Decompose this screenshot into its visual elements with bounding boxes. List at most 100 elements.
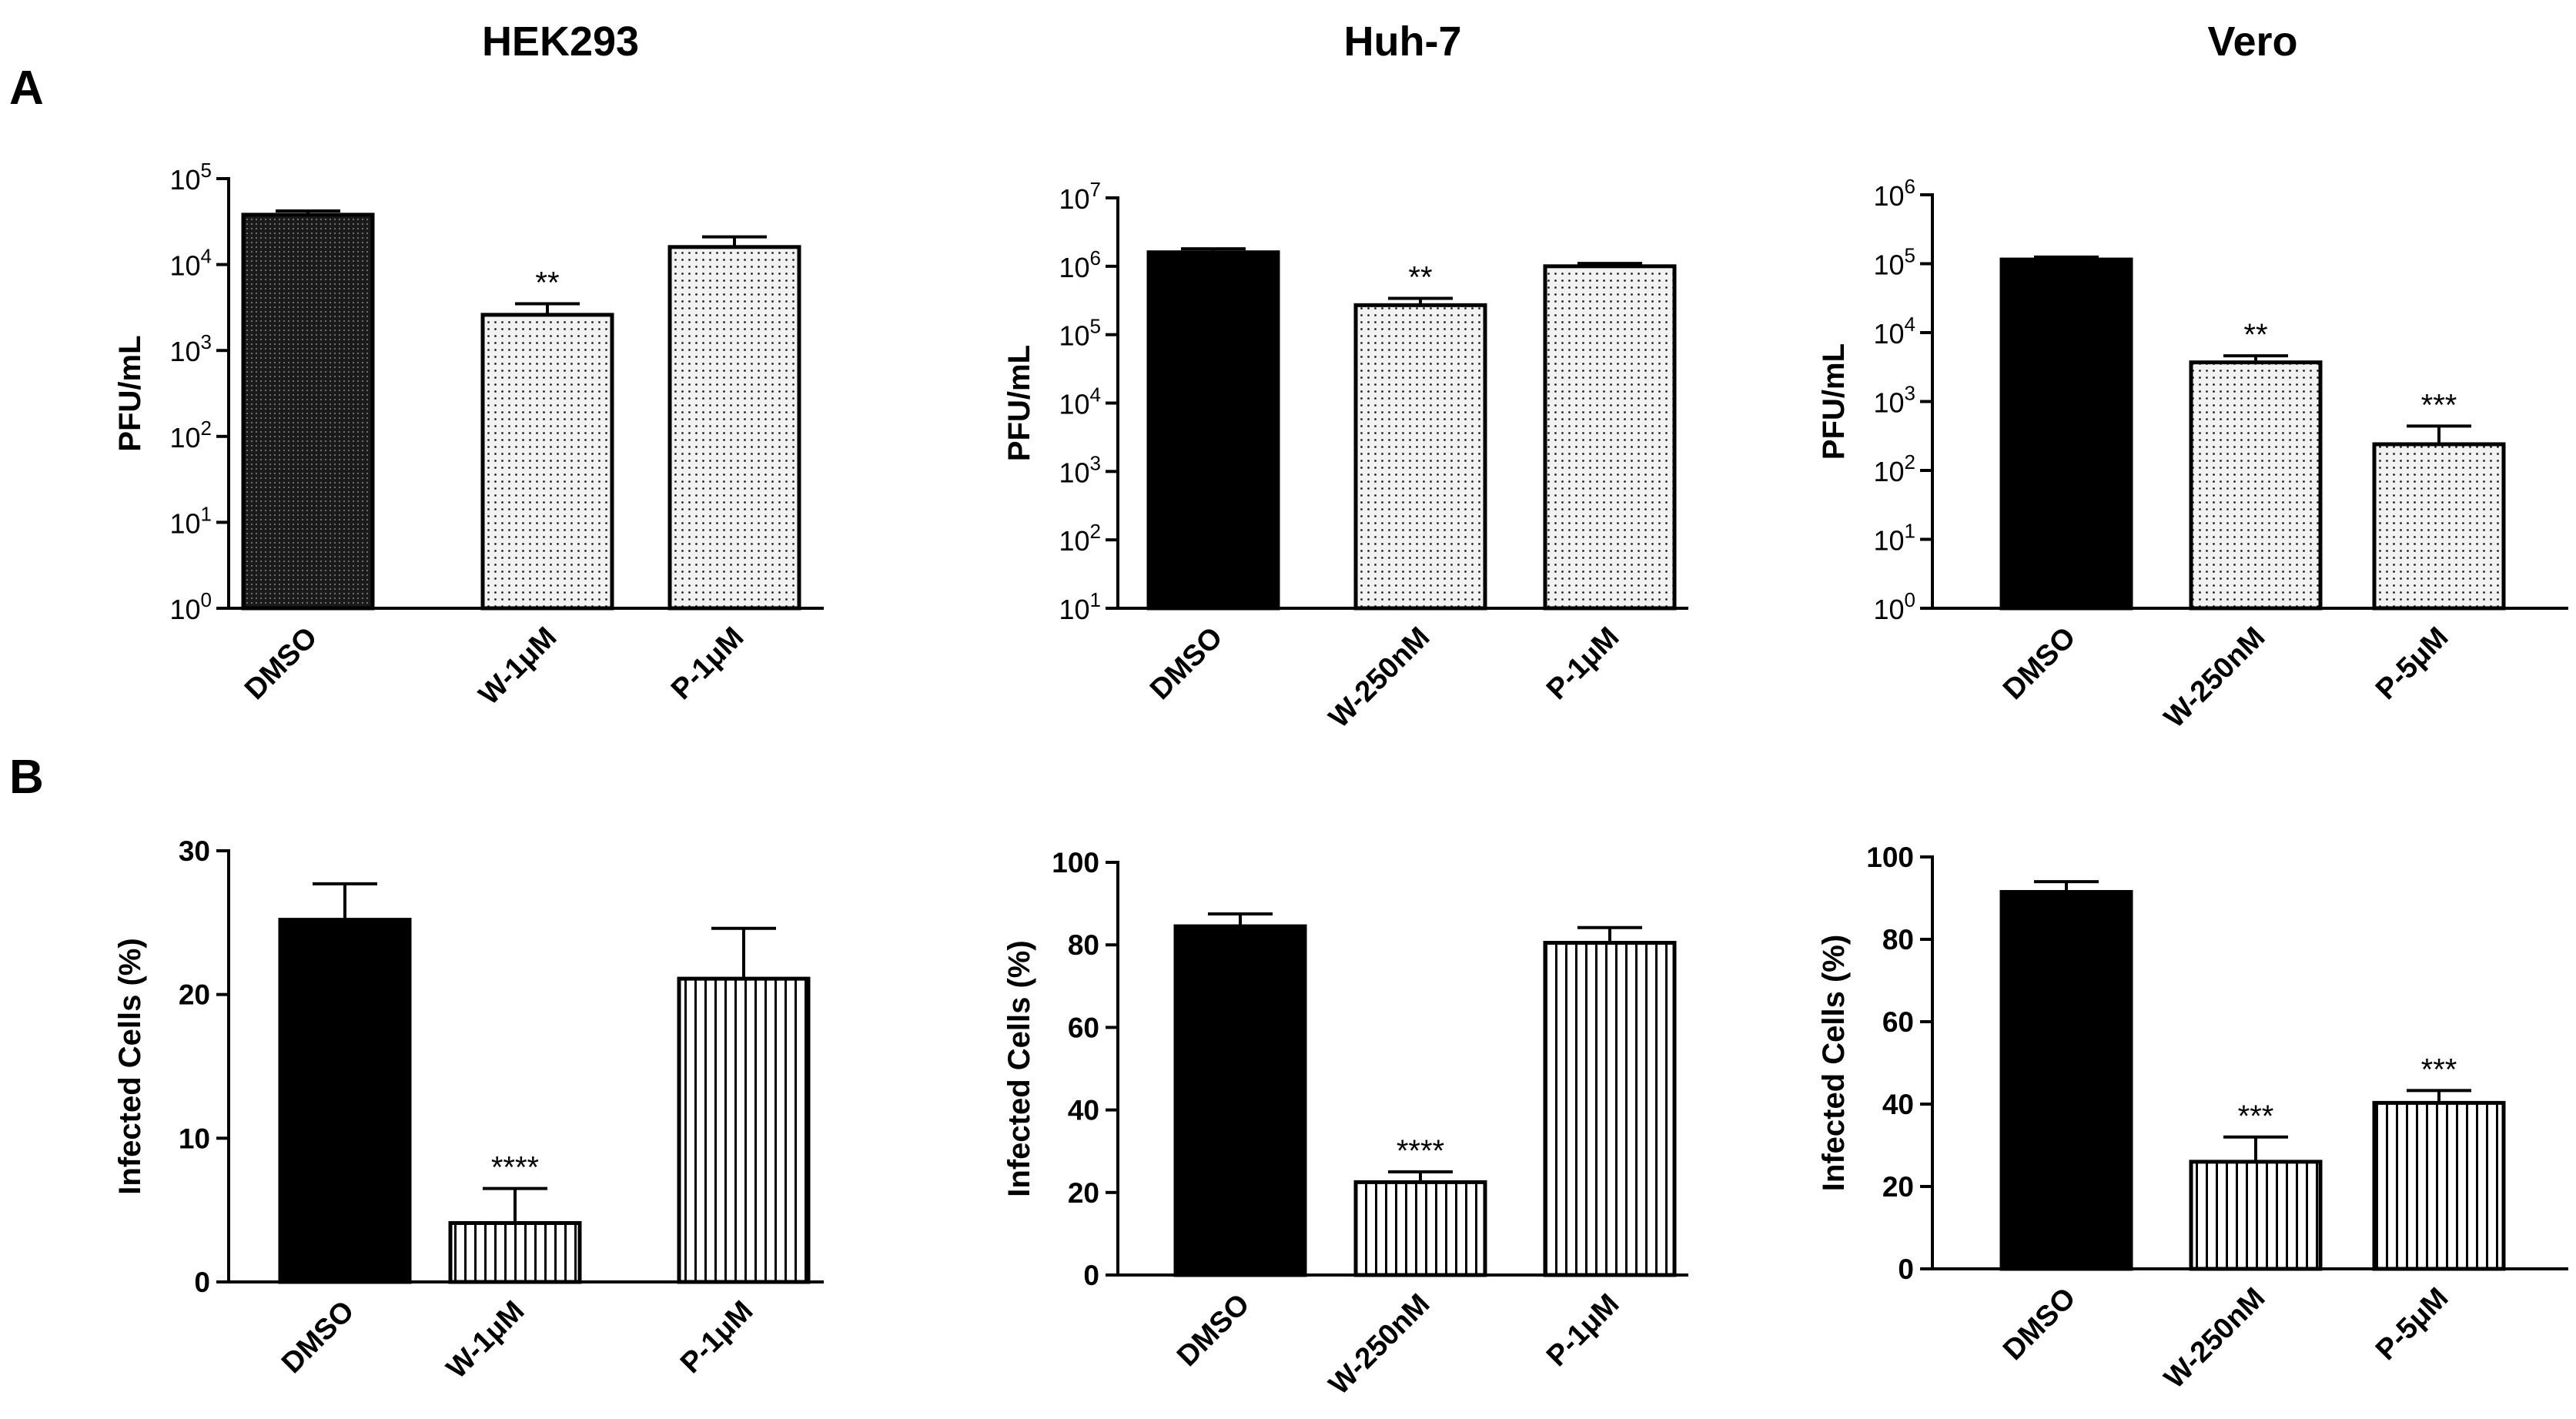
bar-W-250nM <box>1353 1180 1487 1277</box>
bar-DMSO <box>241 213 375 611</box>
y-tick-label: 103 <box>1873 382 1915 419</box>
x-tick-label: P-1μM <box>674 1295 759 1380</box>
y-tick-exponent: 3 <box>201 330 212 353</box>
y-tick-label: 0 <box>194 1267 210 1298</box>
y-tick-base: 10 <box>1873 387 1904 419</box>
y-tick-label: 101 <box>1059 588 1101 625</box>
y-tick-exponent: 4 <box>1905 313 1915 336</box>
column-title-hek293: HEK293 <box>482 18 639 65</box>
y-tick-label: 80 <box>1882 924 1914 955</box>
column-title-huh7: Huh-7 <box>1344 18 1462 65</box>
y-tick-label: 104 <box>169 245 212 282</box>
bar-W-1μM <box>448 1220 582 1284</box>
y-tick-label: 105 <box>1873 244 1915 281</box>
panel-label-b: B <box>9 751 44 804</box>
y-tick-exponent: 4 <box>1090 383 1101 407</box>
y-tick-label: 10 <box>179 1123 210 1154</box>
x-tick-label: DMSO <box>1144 621 1229 706</box>
bar-DMSO <box>278 918 412 1284</box>
y-tick-label: 40 <box>1882 1089 1914 1120</box>
y-tick-exponent: 0 <box>201 588 212 611</box>
y-axis-label: PFU/mL <box>1817 343 1851 460</box>
bar-P-5μM <box>2372 1100 2506 1271</box>
x-tick-label: P-5μM <box>2370 621 2454 706</box>
y-tick-label: 100 <box>169 588 212 625</box>
x-tick-label: P-1μM <box>665 621 750 706</box>
x-tick-label: W-250nM <box>1323 621 1436 735</box>
y-tick-label: 102 <box>1873 450 1915 487</box>
x-tick-label: DMSO <box>276 1295 360 1380</box>
y-tick-base: 10 <box>1873 318 1904 350</box>
y-tick-exponent: 4 <box>201 245 212 268</box>
y-tick-exponent: 5 <box>1905 244 1915 267</box>
y-tick-base: 10 <box>169 164 200 196</box>
y-tick-label: 102 <box>1059 520 1101 557</box>
y-tick-label: 20 <box>1882 1171 1914 1203</box>
x-tick-label: W-250nM <box>1323 1288 1436 1401</box>
y-axis-label: Infected Cells (%) <box>1002 940 1036 1196</box>
y-tick-label: 100 <box>1873 588 1915 625</box>
y-tick-exponent: 2 <box>201 417 212 440</box>
y-tick-label: 107 <box>1059 178 1101 215</box>
y-tick-exponent: 2 <box>1090 520 1101 543</box>
y-tick-base: 10 <box>169 422 200 453</box>
y-tick-base: 10 <box>1059 389 1089 420</box>
y-tick-base: 10 <box>1059 457 1089 488</box>
y-tick-exponent: 3 <box>1905 382 1915 405</box>
significance-label: ** <box>1408 260 1432 294</box>
y-tick-base: 10 <box>1059 183 1089 215</box>
x-tick-label: P-1μM <box>1541 621 1625 706</box>
y-axis-label: Infected Cells (%) <box>1817 935 1851 1191</box>
y-tick-label: 104 <box>1873 313 1915 350</box>
y-tick-label: 30 <box>179 835 210 867</box>
bar-W-250nM <box>2189 360 2323 611</box>
y-tick-label: 40 <box>1068 1095 1099 1126</box>
x-tick-label: W-1μM <box>440 1295 530 1385</box>
y-tick-exponent: 7 <box>1090 178 1101 201</box>
significance-label: *** <box>2421 388 2457 422</box>
y-tick-base: 10 <box>1873 525 1904 557</box>
bar-P-5μM <box>2372 442 2506 611</box>
chart-B-Huh7: 0 20 40 60 80 100 Infected Cells (%) DMSO **** W-… <box>1002 847 1688 1401</box>
bar-P-1μM <box>1543 941 1677 1277</box>
x-tick-label: P-1μM <box>1541 1288 1625 1373</box>
y-tick-base: 10 <box>169 594 200 625</box>
significance-label: *** <box>2238 1099 2274 1133</box>
x-tick-label: W-1μM <box>473 621 563 711</box>
panel-label-a: A <box>9 62 44 115</box>
y-tick-label: 101 <box>1873 520 1915 557</box>
y-tick-base: 10 <box>1873 456 1904 487</box>
significance-label: ** <box>535 266 559 300</box>
y-tick-base: 10 <box>1873 249 1904 281</box>
y-tick-base: 10 <box>1059 320 1089 352</box>
x-tick-label: DMSO <box>1997 1282 2082 1367</box>
y-tick-exponent: 3 <box>1090 451 1101 474</box>
y-tick-exponent: 1 <box>1090 588 1101 611</box>
chart-A-Vero: 100101102103104105106PFU/mLDMSO**W-250nM… <box>1817 175 2568 735</box>
y-tick-label: 20 <box>179 979 210 1011</box>
bar-P-1μM <box>677 976 811 1284</box>
y-tick-label: 80 <box>1068 929 1099 961</box>
significance-label: ** <box>2243 318 2267 352</box>
x-tick-label: P-5μM <box>2370 1282 2454 1367</box>
y-tick-base: 10 <box>169 507 200 539</box>
y-axis-label: PFU/mL <box>1002 345 1036 461</box>
y-tick-label: 106 <box>1059 246 1101 283</box>
column-title-vero: Vero <box>2207 18 2297 65</box>
y-tick-exponent: 5 <box>1090 315 1101 338</box>
y-tick-base: 10 <box>1059 594 1089 625</box>
y-tick-base: 10 <box>1873 180 1904 212</box>
y-tick-label: 101 <box>169 502 212 539</box>
bar-DMSO <box>1999 257 2133 611</box>
y-tick-label: 60 <box>1068 1012 1099 1043</box>
y-tick-exponent: 6 <box>1090 246 1101 269</box>
y-tick-exponent: 1 <box>1905 520 1915 543</box>
x-tick-label: DMSO <box>239 621 323 706</box>
x-tick-label: DMSO <box>1171 1288 1256 1373</box>
bar-W-250nM <box>2189 1160 2323 1271</box>
chart-B-HEK293: 0 10 20 30 Infected Cells (%) DMSO **** W-1μM P-… <box>113 835 824 1385</box>
chart-A-Huh7: 101102103104105106107PFU/mLDMSO**W-250nM… <box>1002 178 1688 735</box>
y-tick-label: 102 <box>169 417 212 453</box>
y-tick-base: 10 <box>169 336 200 367</box>
